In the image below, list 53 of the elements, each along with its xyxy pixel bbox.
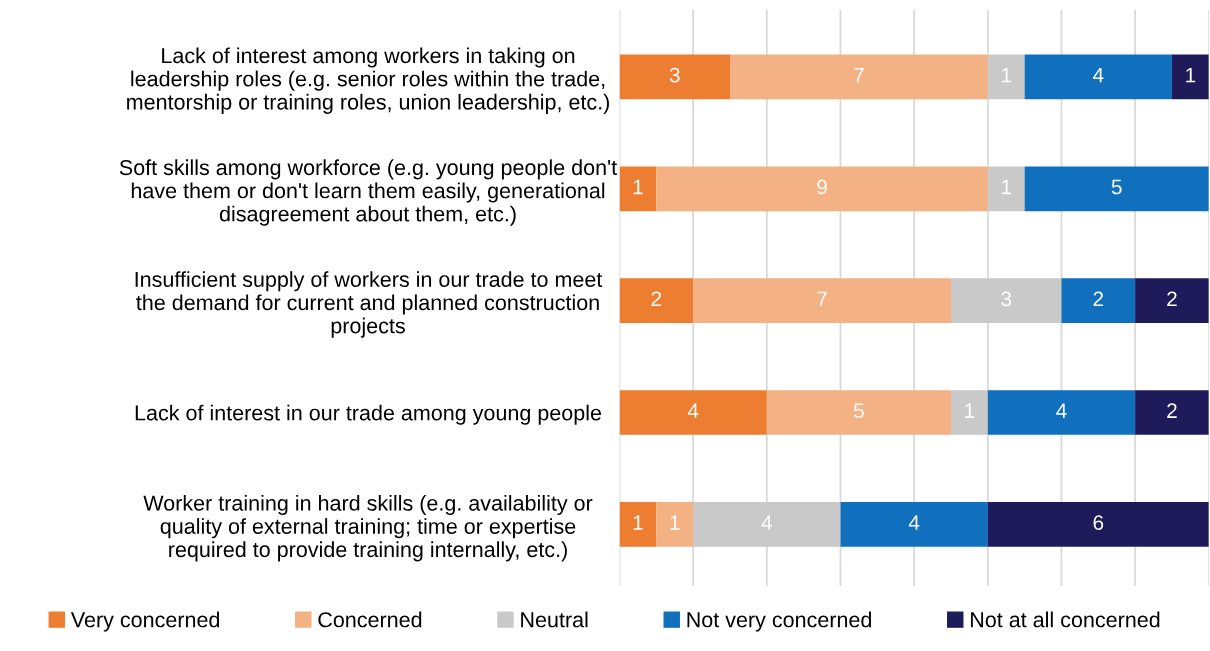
- bar: [987, 390, 1136, 435]
- bar: [693, 502, 841, 547]
- legend-label: Not very concerned: [687, 611, 872, 632]
- data-label: 1: [670, 515, 680, 530]
- data-label: 2: [1093, 291, 1104, 307]
- bar: [1135, 390, 1209, 435]
- data-label: 7: [817, 291, 827, 307]
- bar: [619, 390, 767, 435]
- bar: [619, 166, 657, 212]
- y-tick-label: Soft skills among workforce (e.g. young people don't have them or don't learn them easily, generational disagreement about them, etc.): [119, 159, 618, 226]
- y-tick-label: Worker training in hard skills (e.g. availability or quality of external training; time or expertise required to provide training internally, etc.): [143, 494, 593, 562]
- bar: [693, 278, 951, 323]
- bar: [656, 502, 694, 547]
- bar: [950, 278, 1062, 323]
- bar: [730, 54, 988, 100]
- bar: [619, 54, 731, 100]
- data-label: 4: [687, 403, 699, 418]
- bar: [987, 54, 1025, 100]
- data-label: 6: [1093, 515, 1104, 530]
- data-label: 3: [669, 67, 680, 83]
- data-label: 2: [1167, 291, 1177, 307]
- bar: [1171, 54, 1209, 100]
- data-label: 4: [1092, 67, 1104, 83]
- bar: [1024, 54, 1172, 100]
- bar: [766, 390, 951, 435]
- bar: [840, 502, 988, 547]
- data-label: 9: [817, 179, 827, 195]
- bar: [1135, 278, 1209, 323]
- bar: [987, 502, 1209, 547]
- bar: [950, 390, 988, 435]
- legend-label: Neutral: [521, 611, 588, 628]
- data-label: 1: [633, 179, 643, 195]
- data-label: 2: [651, 291, 662, 307]
- data-label: 1: [633, 515, 643, 530]
- bar: [656, 166, 988, 212]
- bar: [987, 166, 1025, 212]
- legend-label: Concerned: [318, 611, 422, 628]
- data-label: 7: [854, 67, 864, 83]
- y-tick-label: Lack of interest in our trade among young people: [135, 404, 602, 425]
- bar: [619, 502, 657, 547]
- data-label: 1: [1186, 67, 1196, 83]
- bar: [619, 278, 694, 323]
- bar: [1061, 278, 1136, 323]
- bar: [1024, 166, 1209, 212]
- data-label: 4: [1056, 403, 1067, 418]
- y-tick-label: Insufficient supply of workers in our trade to meet the demand for current and planned construction projects: [135, 271, 603, 338]
- data-label: 4: [908, 515, 920, 530]
- legend-label: Very concerned: [70, 611, 220, 632]
- data-label: 5: [853, 403, 864, 419]
- data-label: 5: [1111, 179, 1122, 195]
- y-tick-label: Lack of interest among workers in taking on leadership roles (e.g. senior roles within the trade, mentorship or training roles, union leadership, etc.): [127, 47, 609, 114]
- legend-label: Not at all concerned: [971, 611, 1160, 628]
- data-label: 2: [1167, 403, 1177, 418]
